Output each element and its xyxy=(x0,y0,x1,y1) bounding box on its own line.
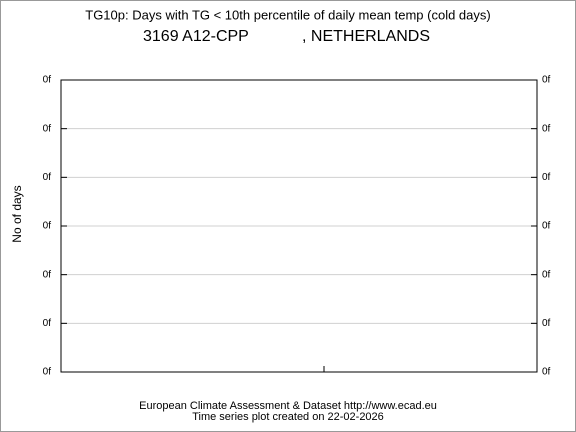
y2-tick-label: 0f xyxy=(542,75,551,86)
y-tick-label: 0f xyxy=(43,172,52,183)
y-tick-label: 0f xyxy=(43,123,52,134)
chart-title: TG10p: Days with TG < 10th percentile of… xyxy=(85,7,490,22)
y2-tick-label: 0f xyxy=(542,123,551,134)
y-tick-label: 0f xyxy=(43,269,52,280)
footer-line: Time series plot created on 22-02-2026 xyxy=(192,411,384,423)
y-axis-label: No of days xyxy=(10,185,24,242)
y2-tick-label: 0f xyxy=(542,318,551,329)
y-tick-label: 0f xyxy=(43,318,52,329)
footer-line: European Climate Assessment & Dataset ht… xyxy=(139,400,437,412)
y-tick-label: 0f xyxy=(43,221,52,232)
station-name: 3169 A12-CPP xyxy=(143,28,249,45)
y2-tick-label: 0f xyxy=(542,221,551,232)
y2-tick-label: 0f xyxy=(542,172,551,183)
y2-tick-label: 0f xyxy=(542,269,551,280)
country-name: , NETHERLANDS xyxy=(302,28,430,45)
y-tick-label: 0f xyxy=(43,75,52,86)
y2-tick-label: 0f xyxy=(542,367,551,378)
y-tick-label: 0f xyxy=(43,367,52,378)
plot-area xyxy=(60,79,538,373)
